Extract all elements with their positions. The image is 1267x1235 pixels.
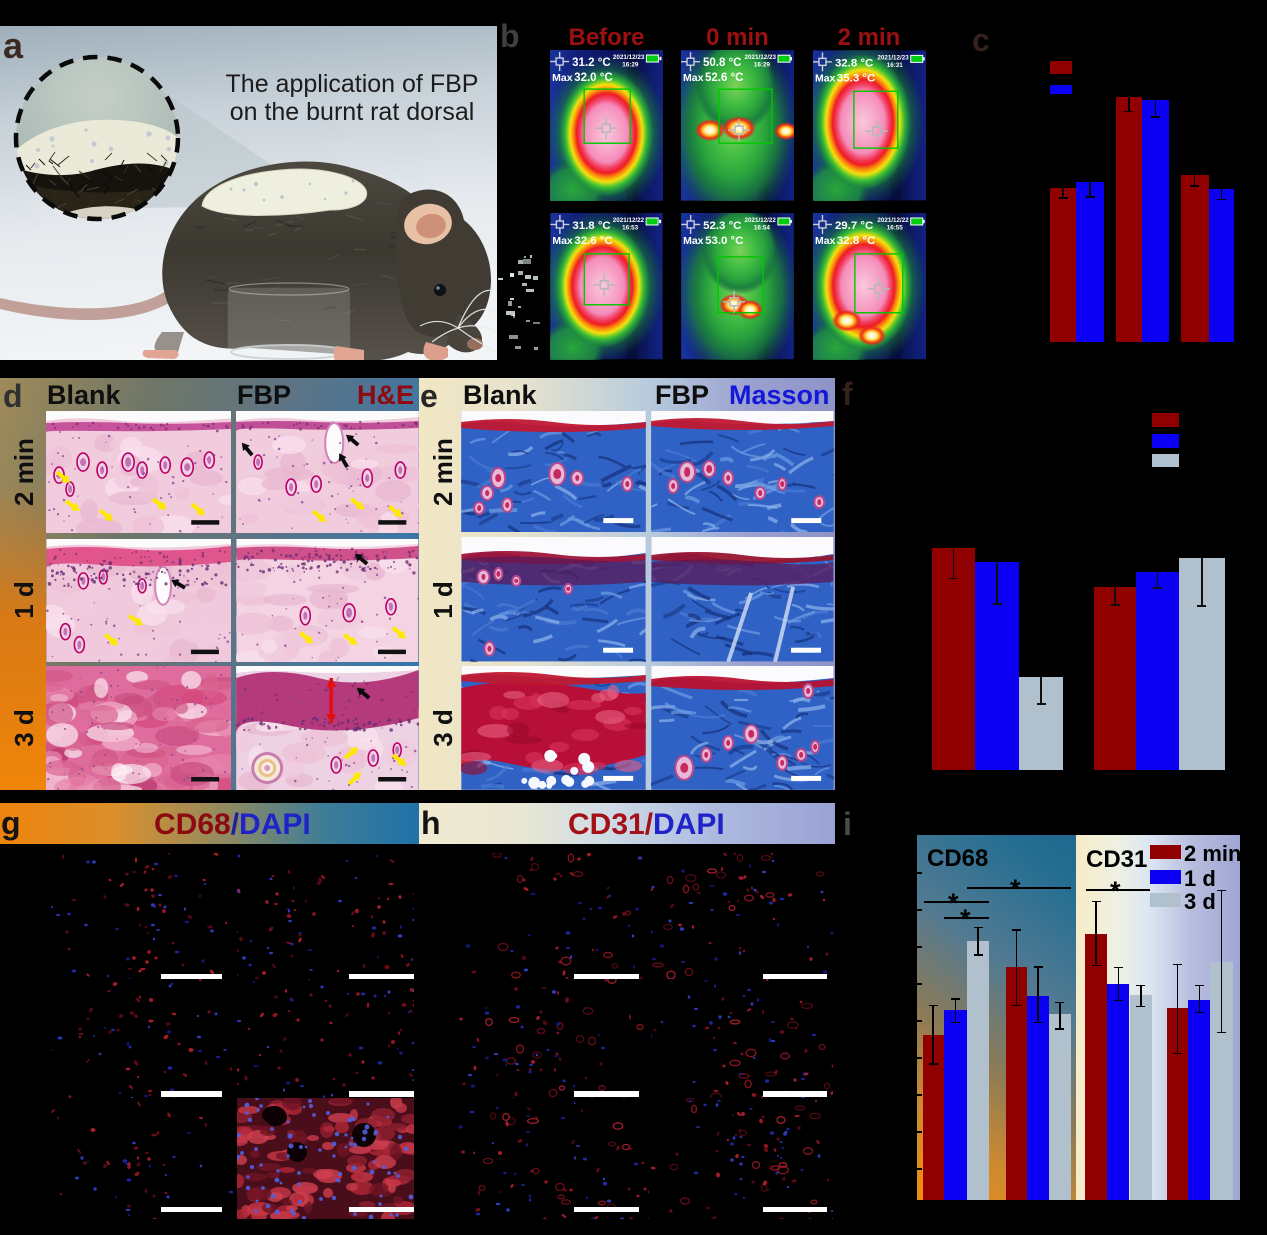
svg-text:Max: Max [553,72,574,84]
svg-text:31.8 °C: 31.8 °C [573,220,611,232]
svg-text:Max: Max [683,73,704,85]
svg-text:32.8 °C: 32.8 °C [834,58,872,70]
svg-text:29.7 °C: 29.7 °C [834,220,872,232]
svg-text:31.2 °C: 31.2 °C [573,57,612,69]
svg-text:2021/12/22: 2021/12/22 [613,217,645,224]
svg-text:16:29: 16:29 [623,62,640,69]
svg-text:Max: Max [814,74,835,85]
svg-text:2021/12/23: 2021/12/23 [744,55,776,62]
svg-text:Max: Max [553,236,574,247]
svg-text:32.6 °C: 32.6 °C [575,235,613,247]
svg-text:The application of FBP: The application of FBP [226,70,479,98]
svg-text:16:55: 16:55 [886,225,903,232]
svg-text:16:53: 16:53 [623,225,640,232]
svg-text:2021/12/22: 2021/12/22 [877,217,909,224]
svg-text:16:54: 16:54 [754,225,771,232]
svg-text:Max: Max [683,236,704,247]
svg-text:on the burnt rat dorsal: on the burnt rat dorsal [230,98,475,126]
svg-text:50.8 °C: 50.8 °C [703,58,741,70]
svg-text:2021/12/22: 2021/12/22 [745,217,777,224]
svg-text:52.6 °C: 52.6 °C [705,73,743,85]
svg-text:53.0 °C: 53.0 °C [705,235,743,247]
svg-text:16:29: 16:29 [754,62,771,69]
svg-text:16:31: 16:31 [886,62,903,69]
svg-text:Max: Max [814,236,835,247]
svg-text:a: a [3,26,24,66]
svg-text:2021/12/23: 2021/12/23 [877,55,909,62]
svg-text:52.3 °C: 52.3 °C [703,220,741,232]
svg-text:35.3 °C: 35.3 °C [836,73,874,85]
svg-text:2021/12/23: 2021/12/23 [613,54,645,61]
svg-text:32.8 °C: 32.8 °C [836,235,874,247]
svg-text:32.0 °C: 32.0 °C [575,72,614,84]
